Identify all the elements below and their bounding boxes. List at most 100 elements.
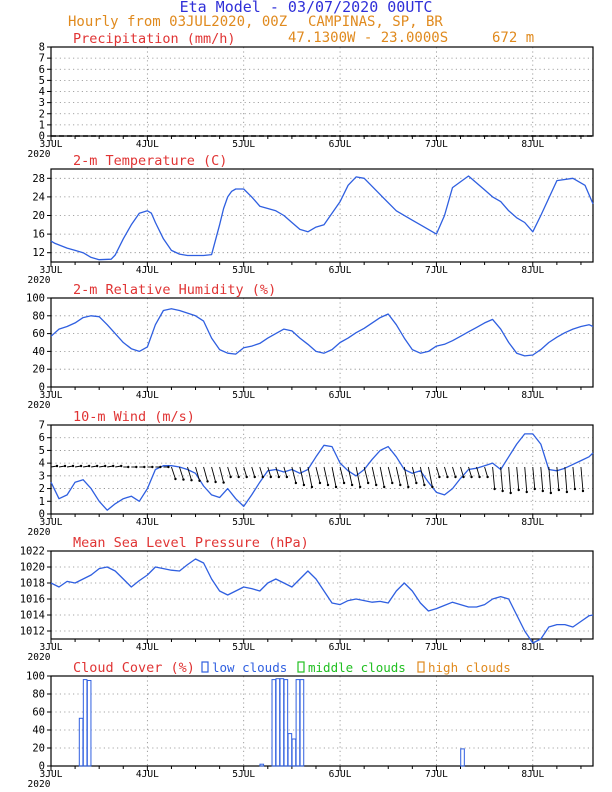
wind-arrow (572, 466, 576, 490)
temp-title: 2-m Temperature (C) (73, 153, 227, 169)
wind-arrowhead (415, 481, 418, 485)
temp-xtick-label: 4JUL (136, 265, 159, 276)
wind-arrowhead (120, 464, 123, 468)
wind-arrow (259, 466, 264, 478)
wind-arrowhead (285, 475, 289, 479)
wind-arrow (243, 466, 248, 478)
wind-xtick-label: 6JUL (329, 517, 352, 528)
wind-arrowhead (95, 464, 99, 468)
wind-arrow (203, 466, 208, 482)
slp-ytick-label: 1012 (20, 626, 45, 638)
rh-xtick-label: 3JUL (40, 390, 63, 401)
rh-ytick-label: 0 (39, 382, 45, 394)
slp-ytick-label: 1022 (20, 546, 45, 558)
wind-arrow (411, 466, 417, 484)
wind-arrow (492, 466, 496, 490)
wind-arrowhead (431, 485, 434, 489)
wind-arrow (171, 466, 176, 480)
rh-series-line (50, 308, 594, 357)
slp-panel: 1012 1014 1016 1018 1020 1022 3JUL 4JUL 5JUL 6JUL… (20, 535, 594, 663)
cloud-bar-0 (259, 763, 265, 767)
wind-arrow (435, 466, 440, 478)
temp-xtick-label: 7JUL (425, 265, 448, 276)
temp-xtick-label: 3JUL (40, 265, 63, 276)
rh-title: 2-m Relative Humidity (%) (73, 282, 276, 298)
wind-arrowhead (103, 464, 107, 468)
wind-arrowhead (229, 475, 232, 479)
wind-arrow (299, 466, 305, 486)
wind-arrow (468, 466, 472, 478)
wind-arrowhead (383, 485, 386, 489)
wind-arrowhead (127, 465, 130, 469)
wind-arrow (251, 466, 256, 478)
rh-ytick-label: 40 (32, 346, 45, 358)
wind-arrowhead (245, 475, 248, 479)
cloud-bar-0 (291, 738, 297, 767)
header-location: CAMPINAS, SP, BR (308, 14, 443, 30)
precip-title: Precipitation (mm/h) (73, 31, 236, 47)
cloud-bar-0 (299, 679, 305, 767)
wind-arrowhead (525, 490, 528, 494)
wind-arrowhead (63, 464, 67, 468)
wind-arrowhead (87, 464, 91, 468)
legend-swatch-2 (417, 661, 425, 673)
precip-ytick-label: 3 (39, 97, 45, 109)
wind-arrow (419, 466, 425, 486)
wind-xtick-label: 3JUL (40, 517, 63, 528)
cloud-xtick-label: 5JUL (232, 769, 255, 780)
temp-ytick-label: 24 (32, 191, 45, 203)
precip-ytick-label: 7 (39, 53, 45, 65)
cloud-panel: 0 20 40 60 80 100 3JUL 4JUL 5JUL 6JUL 7JUL 8JUL 2020… (26, 660, 594, 790)
temp-xtick-label: 6JUL (329, 265, 352, 276)
cloud-title: Cloud Cover (%) (73, 660, 195, 676)
legend-swatch-0 (201, 661, 209, 673)
temp-series-line (50, 175, 594, 261)
wind-arrowhead (509, 491, 512, 495)
wind-arrowhead (533, 487, 536, 491)
wind-arrowhead (135, 465, 138, 469)
wind-arrow (283, 466, 288, 478)
wind-arrowhead (423, 483, 426, 487)
wind-arrow (484, 466, 489, 478)
wind-arrowhead (79, 464, 83, 468)
rh-xtick-label: 8JUL (521, 390, 544, 401)
wind-arrow (371, 466, 377, 486)
wind-arrowhead (470, 475, 473, 479)
legend-label-2: high clouds (428, 660, 511, 675)
cloud-ytick-label: 0 (39, 761, 45, 773)
temp-year-label: 2020 (28, 275, 51, 286)
wind-arrow (227, 466, 232, 478)
rh-ytick-label: 80 (32, 310, 45, 322)
wind-ytick-label: 4 (39, 458, 45, 470)
wind-arrowhead (151, 465, 154, 469)
cloud-year-label: 2020 (28, 779, 51, 790)
wind-arrowhead (478, 475, 481, 479)
wind-arrowhead (261, 475, 264, 479)
wind-arrowhead (581, 489, 585, 493)
wind-arrowhead (55, 464, 59, 468)
wind-arrow (275, 466, 280, 478)
wind-title: 10-m Wind (m/s) (73, 409, 195, 425)
chart-title: Eta Model - 03/07/2020 00UTC (180, 0, 433, 16)
slp-xtick-label: 6JUL (329, 642, 352, 653)
slp-xtick-label: 8JUL (521, 642, 544, 653)
wind-arrow (548, 466, 552, 494)
wind-arrow (452, 466, 456, 478)
wind-arrowhead (573, 487, 577, 491)
wind-arrowhead (334, 485, 338, 489)
wind-arrow (355, 466, 361, 488)
rh-year-label: 2020 (28, 400, 51, 411)
wind-arrowhead (565, 490, 569, 494)
wind-arrow (500, 466, 504, 492)
wind-arrow (331, 466, 337, 488)
temp-ytick-label: 12 (32, 247, 45, 259)
wind-arrow (379, 466, 385, 488)
precip-ytick-label: 2 (39, 108, 45, 120)
wind-arrow (211, 466, 217, 483)
rh-xtick-label: 6JUL (329, 390, 352, 401)
wind-arrow (540, 466, 544, 492)
wind-arrowhead (182, 478, 185, 481)
cloud-bar-0 (287, 733, 293, 767)
